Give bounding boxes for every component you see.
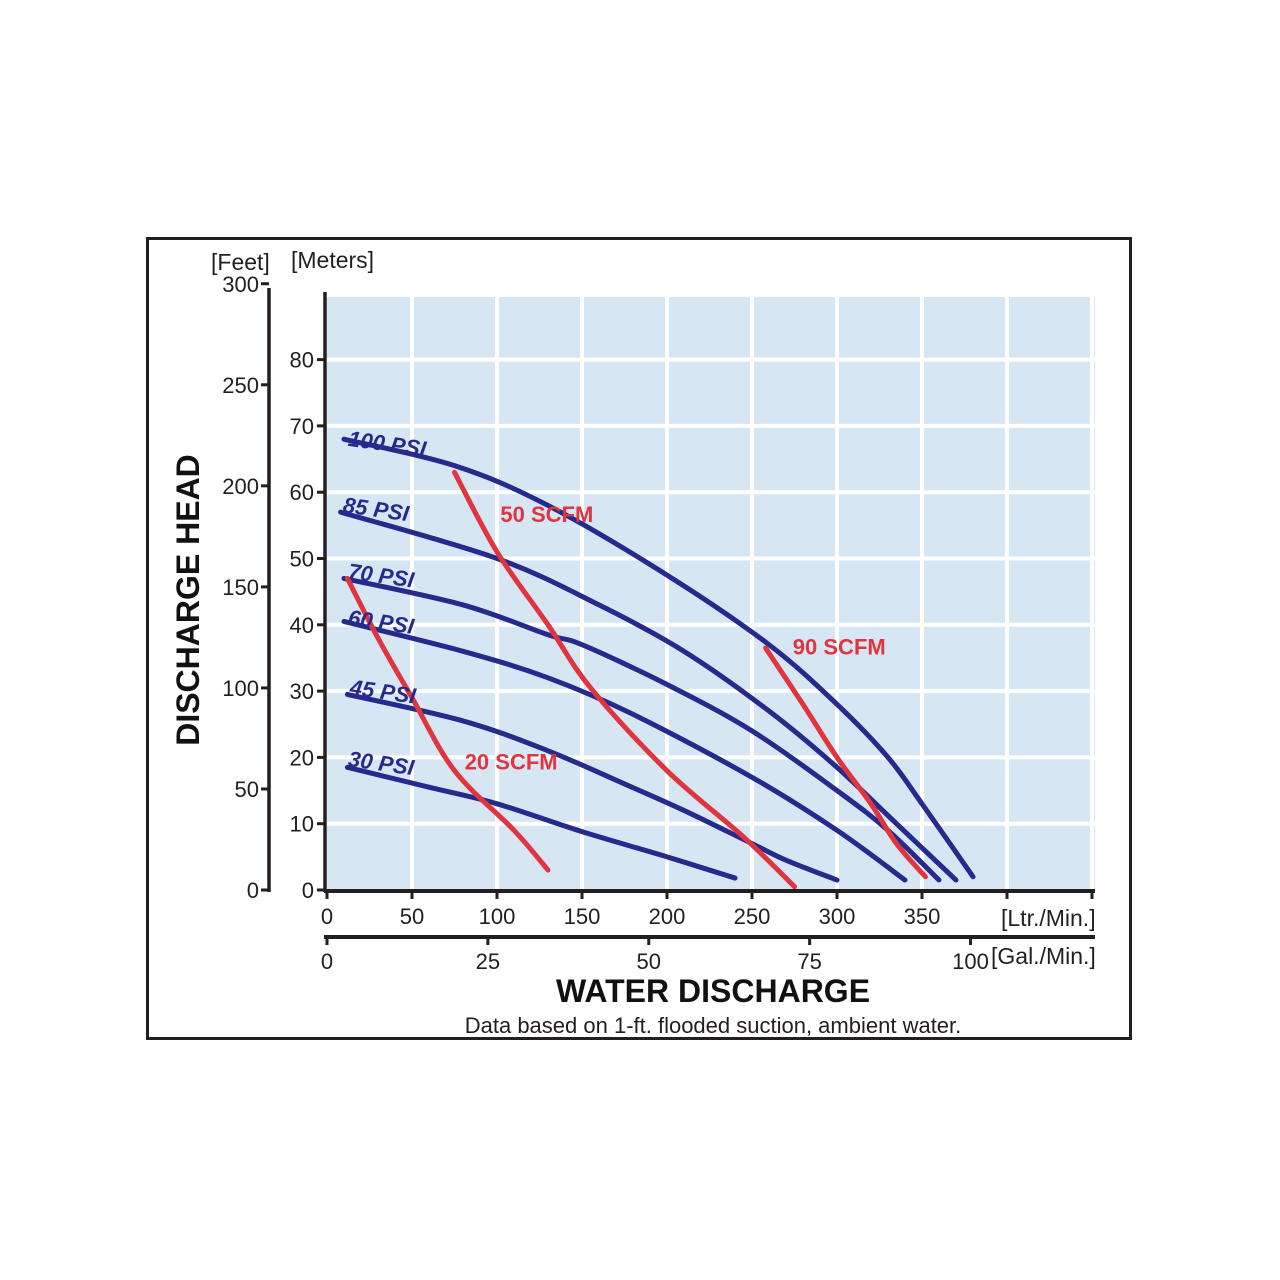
plot-background — [327, 297, 1095, 890]
y-tick-label: 60 — [290, 480, 314, 505]
y-tick-label: 50 — [290, 547, 314, 572]
series-line-20-scfm — [344, 575, 551, 873]
x-tick-label: 100 — [479, 904, 516, 929]
x-secondary-tick-label: 0 — [321, 949, 333, 974]
series-label-50-scfm: 50 SCFM — [500, 502, 593, 527]
y-secondary-tick-label: 300 — [222, 272, 259, 297]
y-secondary-unit-label: [Feet] — [211, 249, 270, 275]
series-line-60-psi — [341, 618, 908, 883]
y-secondary-tick-label: 150 — [222, 575, 259, 600]
x-tick-label: 300 — [819, 904, 856, 929]
y-tick-label: 40 — [290, 613, 314, 638]
series-line-45-psi — [344, 691, 840, 883]
y-tick-label: 0 — [302, 878, 314, 903]
chart-frame: 0 10 20 30 40 50 60 70 80 0 50 100 150 200 250 300 0 50 10… — [146, 237, 1132, 1040]
x-tick-label: 200 — [649, 904, 686, 929]
y-tick-label: 30 — [290, 679, 314, 704]
x-secondary-tick-label: 100 — [952, 949, 989, 974]
series-line-30-psi — [344, 764, 738, 881]
y-secondary-tick-label: 50 — [235, 777, 259, 802]
y-secondary-tick-label: 200 — [222, 474, 259, 499]
series-line-70-psi — [341, 575, 942, 883]
x-secondary-unit-label: [Gal./Min.] — [991, 943, 1096, 969]
x-secondary-tick-label: 50 — [637, 949, 661, 974]
chart-footnote: Data based on 1-ft. flooded suction, amb… — [465, 1013, 962, 1037]
series-label-90-scfm: 90 SCFM — [793, 635, 886, 660]
y-axis-title: DISCHARGE HEAD — [170, 454, 206, 746]
y-secondary-tick-label: 0 — [247, 878, 259, 903]
series-line-100-psi — [341, 436, 976, 880]
series-line-90-scfm — [763, 645, 928, 880]
y-tick-label: 10 — [290, 812, 314, 837]
series-line-50-scfm — [452, 469, 797, 890]
y-primary-unit-label: [Meters] — [291, 247, 374, 273]
x-tick-label: 150 — [564, 904, 601, 929]
y-tick-label: 20 — [290, 745, 314, 770]
x-secondary-tick-label: 25 — [476, 949, 500, 974]
y-tick-label: 80 — [290, 348, 314, 373]
x-primary-unit-label: [Ltr./Min.] — [1001, 905, 1096, 931]
x-tick-label: 350 — [904, 904, 941, 929]
y-secondary-tick-label: 100 — [222, 676, 259, 701]
series-lines — [338, 436, 976, 890]
y-secondary-tick-label: 250 — [222, 373, 259, 398]
series-line-85-psi — [338, 509, 959, 883]
x-secondary-tick-label: 75 — [797, 949, 821, 974]
x-tick-label: 50 — [400, 904, 424, 929]
x-axis-title: WATER DISCHARGE — [556, 973, 870, 1009]
x-tick-label: 250 — [734, 904, 771, 929]
y-tick-label: 70 — [290, 414, 314, 439]
series-label-20-scfm: 20 SCFM — [465, 749, 558, 774]
grid-lines — [327, 291, 1095, 890]
x-tick-label: 0 — [321, 904, 333, 929]
